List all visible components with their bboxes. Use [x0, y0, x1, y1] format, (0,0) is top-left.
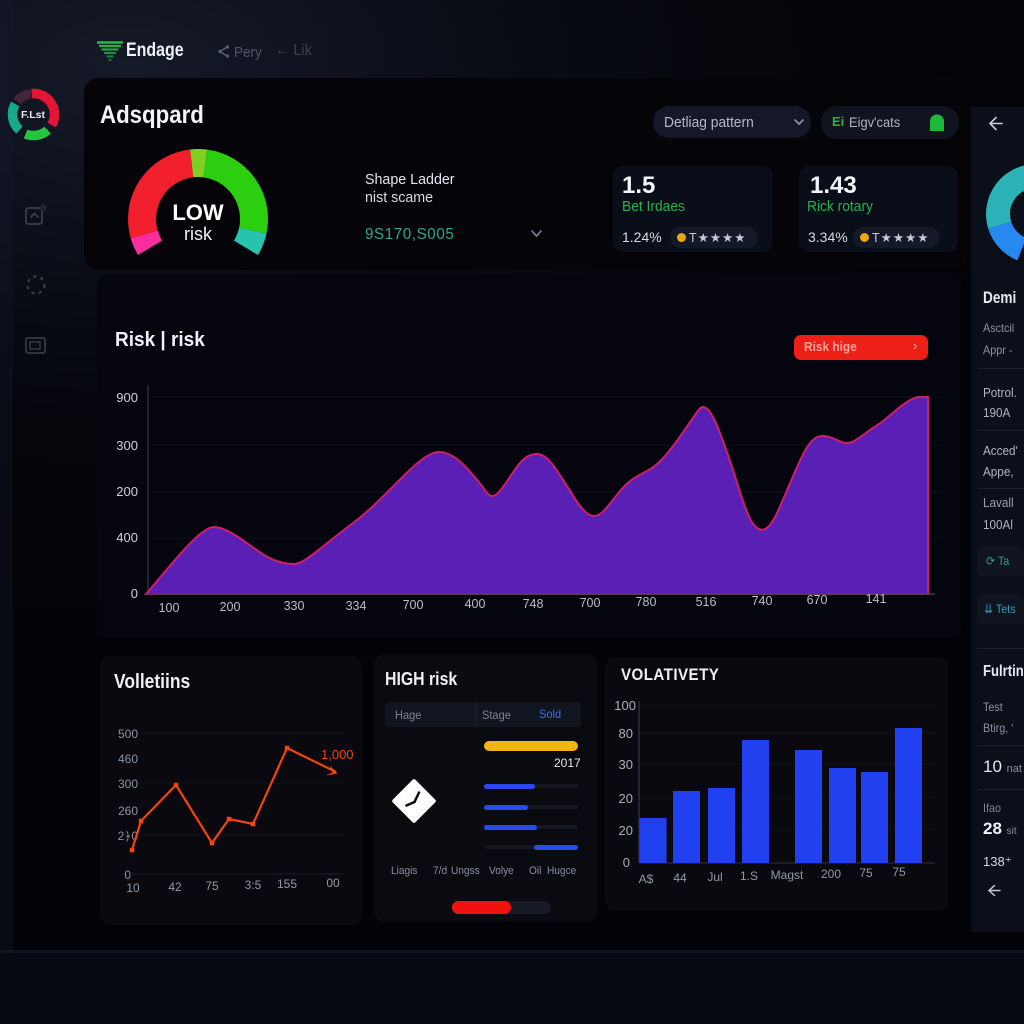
svg-text:30: 30	[619, 757, 633, 772]
svg-text:300: 300	[118, 777, 138, 791]
svg-text:42: 42	[168, 880, 182, 894]
svg-text:0: 0	[131, 586, 138, 601]
svg-text:141: 141	[866, 592, 887, 606]
svg-text:75: 75	[205, 879, 219, 893]
svg-text:200: 200	[220, 600, 241, 614]
svg-text:75: 75	[859, 866, 873, 880]
svg-text:300: 300	[116, 438, 138, 453]
svg-text:670: 670	[807, 593, 828, 607]
svg-text:700: 700	[580, 596, 601, 610]
svg-text:1.S: 1.S	[740, 869, 758, 883]
svg-text:A$: A$	[639, 872, 654, 886]
svg-text:3:5: 3:5	[245, 878, 262, 892]
svg-text:900: 900	[116, 390, 138, 405]
svg-text:500: 500	[118, 727, 138, 741]
svg-text:740: 740	[752, 594, 773, 608]
svg-text:1,000: 1,000	[321, 747, 354, 762]
svg-text:330: 330	[284, 599, 305, 613]
svg-text:400: 400	[465, 597, 486, 611]
svg-text:700: 700	[403, 598, 424, 612]
svg-text:44: 44	[673, 871, 687, 885]
svg-text:780: 780	[636, 595, 657, 609]
svg-text:200: 200	[821, 867, 841, 881]
svg-text:748: 748	[523, 597, 544, 611]
svg-text:0: 0	[623, 855, 630, 870]
svg-text:516: 516	[696, 595, 717, 609]
svg-text:100: 100	[159, 601, 180, 615]
svg-text:20: 20	[619, 823, 633, 838]
svg-text:F.Lst: F.Lst	[21, 109, 45, 121]
svg-text:0: 0	[124, 868, 131, 882]
svg-text:400: 400	[116, 530, 138, 545]
svg-text:Jul: Jul	[707, 870, 722, 884]
svg-text:200: 200	[116, 484, 138, 499]
svg-text:10: 10	[126, 881, 140, 895]
svg-text:334: 334	[346, 599, 367, 613]
svg-text:260: 260	[118, 804, 138, 818]
svg-text:460: 460	[118, 752, 138, 766]
svg-text:2﴿0: 2﴿0	[118, 829, 139, 843]
svg-text:Magst: Magst	[771, 868, 804, 882]
svg-text:155: 155	[277, 877, 297, 891]
svg-text:75: 75	[892, 865, 906, 879]
svg-text:100: 100	[614, 698, 636, 713]
svg-text:20: 20	[619, 791, 633, 806]
svg-text:80: 80	[619, 726, 633, 741]
svg-text:00: 00	[326, 876, 340, 890]
